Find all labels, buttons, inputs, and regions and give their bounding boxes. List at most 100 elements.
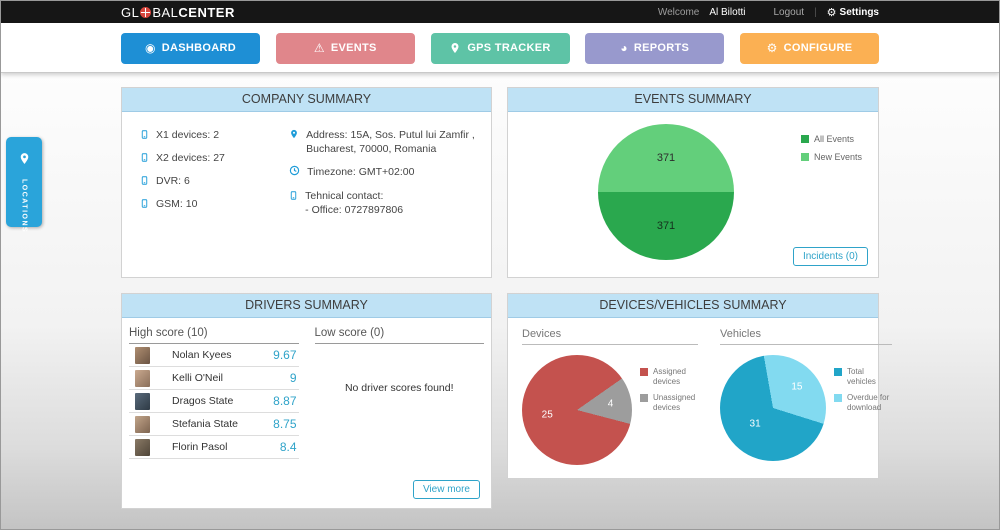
table-row: Nolan Kyees 9.67 bbox=[129, 344, 299, 367]
mobile-device-icon bbox=[140, 128, 149, 141]
logo-text-gl: GL bbox=[121, 4, 140, 20]
pie-chart-icon: ◕ bbox=[620, 41, 628, 55]
driver-score: 8.75 bbox=[273, 417, 297, 431]
contact-line1: Tehnical contact: bbox=[305, 189, 384, 202]
vehicles-pie-chart: 15 31 bbox=[720, 355, 826, 461]
dashboard-gauge-icon: ◉ bbox=[145, 41, 156, 55]
legend-swatch-overdue bbox=[834, 394, 842, 403]
vehicles-section: Vehicles 15 31 Total vehicles bbox=[720, 328, 892, 465]
legend-swatch-all-events bbox=[800, 135, 809, 143]
top-bar: GL BAL CENTER Welcome Al Bilotti Logout … bbox=[1, 1, 999, 23]
wrench-icon: ⚙ bbox=[766, 41, 778, 55]
clock-icon bbox=[289, 165, 300, 176]
address-line2: Bucharest, 70000, Romania bbox=[306, 143, 437, 156]
high-score-column: High score (10) Nolan Kyees 9.67 Kelli O… bbox=[129, 327, 299, 459]
driver-score: 9.67 bbox=[273, 348, 297, 362]
avatar bbox=[135, 346, 150, 364]
driver-name: Stefania State bbox=[172, 418, 238, 430]
settings-link[interactable]: ⚙ Settings bbox=[827, 6, 879, 19]
legend-label: Assigned devices bbox=[653, 367, 686, 386]
nav-events-label: EVENTS bbox=[330, 42, 377, 54]
nav-dashboard-label: DASHBOARD bbox=[161, 42, 236, 54]
locations-side-tab[interactable]: LOCATIONS bbox=[6, 137, 42, 233]
table-row: Kelli O'Neil 9 bbox=[129, 367, 299, 390]
legend-item: Overdue for download bbox=[834, 393, 892, 412]
low-score-column: Low score (0) No driver scores found! bbox=[314, 327, 484, 459]
location-pin-icon bbox=[18, 151, 31, 171]
list-item: GSM: 10 bbox=[140, 197, 289, 210]
legend-item: Unassigned devices bbox=[640, 393, 698, 412]
legend-item: All Events bbox=[800, 134, 862, 145]
logout-link[interactable]: Logout bbox=[773, 6, 805, 18]
address-line1: Address: 15A, Sos. Putul lui Zamfir , bbox=[306, 129, 475, 141]
pie-slice-label: 31 bbox=[749, 418, 761, 430]
avatar bbox=[135, 438, 150, 456]
main-content: COMPANY SUMMARY X1 devices: 2 X2 devices… bbox=[1, 73, 999, 529]
pie-slice-label: 15 bbox=[791, 381, 803, 393]
pie-slice-label: 371 bbox=[656, 220, 676, 232]
contact-line2: - Office: 0727897806 bbox=[305, 203, 404, 216]
phone-icon bbox=[289, 189, 298, 202]
logo-text-center: CENTER bbox=[178, 4, 235, 20]
settings-label: Settings bbox=[839, 6, 879, 18]
legend-label: Overdue for download bbox=[847, 393, 890, 412]
devices-legend: Assigned devices Unassigned devices bbox=[640, 367, 698, 465]
list-item: X1 devices: 2 bbox=[140, 128, 289, 141]
list-item: DVR: 6 bbox=[140, 174, 289, 187]
main-nav: ◉ DASHBOARD ⚠ EVENTS GPS TRACKER ◕ REPOR… bbox=[1, 23, 999, 73]
devices-header: Devices bbox=[522, 328, 698, 345]
vehicles-header: Vehicles bbox=[720, 328, 892, 345]
nav-gps-tracker-button[interactable]: GPS TRACKER bbox=[430, 32, 570, 64]
pie-slice-label: 25 bbox=[541, 409, 553, 421]
devices-pie-chart: 4 25 bbox=[522, 355, 632, 465]
nav-configure-button[interactable]: ⚙ CONFIGURE bbox=[740, 32, 879, 64]
avatar bbox=[135, 369, 150, 387]
high-score-header: High score (10) bbox=[129, 327, 299, 344]
drivers-summary-panel: DRIVERS SUMMARY High score (10) Nolan Ky… bbox=[121, 293, 492, 509]
nav-dashboard-button[interactable]: ◉ DASHBOARD bbox=[121, 32, 260, 64]
legend-item: Assigned devices bbox=[640, 367, 698, 386]
contact-row: Tehnical contact: - Office: 0727897806 bbox=[289, 189, 479, 217]
globalcenter-logo[interactable]: GL BAL CENTER bbox=[121, 5, 235, 20]
avatar bbox=[135, 392, 150, 410]
nav-reports-button[interactable]: ◕ REPORTS bbox=[585, 32, 725, 64]
nav-configure-label: CONFIGURE bbox=[783, 42, 853, 54]
pie-slice-label: 4 bbox=[607, 398, 614, 410]
legend-swatch-new-events bbox=[800, 152, 809, 161]
driver-score: 8.87 bbox=[273, 394, 297, 408]
map-pin-icon bbox=[449, 42, 461, 54]
legend-swatch-assigned bbox=[640, 368, 648, 376]
mobile-device-icon bbox=[140, 174, 149, 187]
events-summary-panel: EVENTS SUMMARY 371 371 All Events New Eve… bbox=[507, 87, 879, 278]
no-scores-message: No driver scores found! bbox=[344, 382, 454, 394]
events-legend: All Events New Events bbox=[800, 134, 862, 163]
user-name: Al Bilotti bbox=[709, 6, 746, 18]
mobile-device-icon bbox=[140, 197, 149, 210]
nav-reports-label: REPORTS bbox=[633, 42, 690, 54]
nav-events-button[interactable]: ⚠ EVENTS bbox=[275, 32, 415, 64]
location-pin-icon bbox=[289, 128, 299, 140]
address-row: Address: 15A, Sos. Putul lui Zamfir , Bu… bbox=[289, 128, 479, 156]
driver-name: Dragos State bbox=[172, 395, 234, 407]
device-count-label: X1 devices: 2 bbox=[156, 128, 220, 141]
timezone-label: Timezone: GMT+02:00 bbox=[307, 166, 415, 179]
warning-triangle-icon: ⚠ bbox=[313, 41, 325, 55]
legend-label: New Events bbox=[813, 151, 862, 162]
vehicles-legend: Total vehicles Overdue for download bbox=[834, 367, 892, 461]
incidents-button[interactable]: Incidents (0) bbox=[792, 247, 868, 266]
avatar bbox=[135, 415, 150, 433]
device-count-label: DVR: 6 bbox=[156, 174, 190, 187]
driver-name: Nolan Kyees bbox=[172, 349, 232, 361]
mobile-device-icon bbox=[140, 151, 149, 164]
company-summary-panel: COMPANY SUMMARY X1 devices: 2 X2 devices… bbox=[121, 87, 492, 278]
list-item: X2 devices: 27 bbox=[140, 151, 289, 164]
nav-gps-tracker-label: GPS TRACKER bbox=[467, 42, 551, 54]
table-row: Stefania State 8.75 bbox=[129, 413, 299, 436]
locations-tab-label: LOCATIONS bbox=[20, 179, 28, 234]
pie-slice-label: 371 bbox=[656, 152, 676, 164]
legend-swatch-unassigned bbox=[640, 394, 648, 403]
view-more-button[interactable]: View more bbox=[412, 480, 480, 499]
top-bar-right: Welcome Al Bilotti Logout | ⚙ Settings bbox=[658, 6, 879, 19]
table-row: Dragos State 8.87 bbox=[129, 390, 299, 413]
